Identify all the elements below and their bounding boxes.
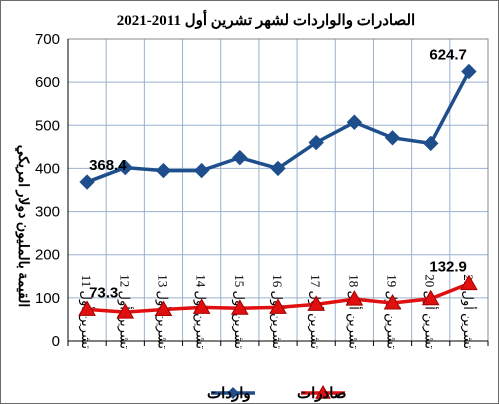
x-tick-label: تشرين أول 18 (345, 274, 362, 349)
data-point (230, 299, 249, 315)
data-point (154, 300, 173, 317)
data-point (308, 134, 324, 151)
data-point (192, 298, 211, 314)
legend: واردات صادرات (207, 384, 347, 402)
legend-marker (315, 384, 331, 399)
y-tick-label: 400 (35, 160, 60, 177)
legend-label: واردات (207, 386, 251, 402)
x-tick-label: تشرين أول 20 (422, 274, 439, 349)
y-tick-label: 600 (35, 74, 60, 91)
data-point (116, 303, 135, 319)
y-tick-label: 700 (35, 31, 60, 48)
y-tick-label: 0 (52, 333, 60, 350)
chart-title: الصادرات والواردات لشهر تشرين أول 2011-2… (117, 9, 415, 29)
data-point (269, 298, 287, 314)
y-tick-label: 100 (35, 290, 60, 307)
y-tick-label: 300 (35, 204, 60, 221)
data-point (79, 174, 95, 190)
data-point (383, 294, 402, 310)
legend-marker (227, 387, 239, 399)
x-tick-label: تشرين أول 19 (384, 274, 401, 349)
data-point (232, 149, 248, 166)
data-point (421, 289, 440, 306)
data-point (384, 130, 401, 146)
data-label: 132.9 (429, 259, 467, 276)
y-axis-label: القيمة بالمليون دولار امريكي (15, 145, 31, 308)
data-point (461, 63, 477, 80)
data-point (423, 135, 439, 152)
data-label: 368.4 (89, 157, 127, 174)
data-point (460, 274, 478, 291)
data-point (78, 300, 96, 316)
y-tick-label: 200 (35, 247, 60, 264)
data-point (345, 290, 364, 306)
data-point (307, 295, 326, 311)
legend-label: صادرات (297, 386, 347, 402)
y-axis-label-group: القيمة بالمليون دولار امريكي (15, 145, 31, 308)
x-tick-label: تشرين أول 17 (307, 274, 324, 349)
y-tick-label: 500 (35, 117, 60, 134)
legend-item: صادرات (297, 384, 347, 402)
data-point (117, 159, 133, 176)
legend-item: واردات (207, 386, 255, 402)
data-point (270, 160, 286, 177)
data-label: 73.3 (89, 284, 118, 301)
data-label: 624.7 (429, 46, 467, 63)
data-point (193, 162, 210, 179)
x-tick-label: تشرين أول 21 (460, 274, 477, 349)
data-point (346, 114, 363, 130)
data-point (155, 162, 172, 179)
